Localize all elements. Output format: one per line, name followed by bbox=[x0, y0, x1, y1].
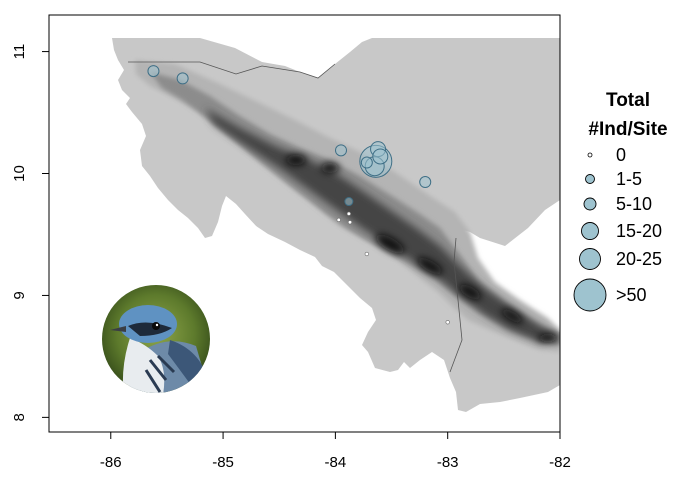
legend-label: 15-20 bbox=[616, 221, 662, 241]
summits bbox=[286, 155, 558, 342]
x-tick-label: -83 bbox=[437, 454, 459, 471]
legend-label: 1-5 bbox=[616, 169, 642, 189]
site-marker bbox=[147, 65, 160, 78]
peaks bbox=[205, 108, 558, 342]
legend-symbol bbox=[581, 222, 599, 240]
legend: Total #Ind/Site 0 1-5 5-10 15-20 20-25 >50 bbox=[573, 90, 668, 312]
legend-label: >50 bbox=[616, 285, 647, 305]
site-marker bbox=[445, 320, 450, 325]
legend-symbol bbox=[579, 248, 601, 270]
site-marker bbox=[344, 197, 354, 207]
site-marker bbox=[176, 72, 189, 85]
legend-label: 0 bbox=[616, 145, 626, 165]
legend-title-line2: #Ind/Site bbox=[588, 119, 667, 140]
y-tick-label: 10 bbox=[11, 165, 28, 182]
site-marker bbox=[346, 211, 351, 216]
legend-symbol bbox=[573, 278, 607, 312]
border-panama bbox=[449, 237, 463, 373]
site-markers bbox=[147, 65, 450, 325]
legend-label: 20-25 bbox=[616, 249, 662, 269]
map-panel bbox=[49, 15, 560, 432]
x-tick-label: -82 bbox=[549, 454, 571, 471]
y-axis: 8 9 10 11 bbox=[11, 44, 49, 422]
border-nicaragua bbox=[128, 61, 336, 79]
y-tick-label: 8 bbox=[11, 413, 28, 421]
site-marker bbox=[372, 148, 389, 165]
y-tick-label: 11 bbox=[11, 44, 28, 60]
legend-label: 5-10 bbox=[616, 194, 652, 214]
y-tick-label: 9 bbox=[11, 291, 28, 299]
legend-symbol bbox=[585, 174, 595, 184]
x-axis: -86 -85 -84 -83 -82 bbox=[100, 432, 571, 471]
x-tick-label: -85 bbox=[212, 454, 234, 471]
site-marker bbox=[364, 251, 369, 257]
legend-symbol bbox=[587, 152, 593, 158]
site-marker bbox=[360, 156, 373, 169]
site-marker bbox=[347, 220, 353, 225]
site-marker bbox=[335, 144, 347, 157]
gulf-of-nicoya bbox=[230, 206, 262, 238]
plot-frame bbox=[48, 14, 561, 433]
legend-symbol bbox=[583, 197, 597, 211]
site-marker bbox=[419, 176, 432, 189]
site-marker bbox=[336, 217, 341, 222]
x-tick-label: -86 bbox=[100, 454, 122, 471]
x-tick-label: -84 bbox=[325, 454, 347, 471]
legend-title-line1: Total bbox=[606, 90, 650, 111]
